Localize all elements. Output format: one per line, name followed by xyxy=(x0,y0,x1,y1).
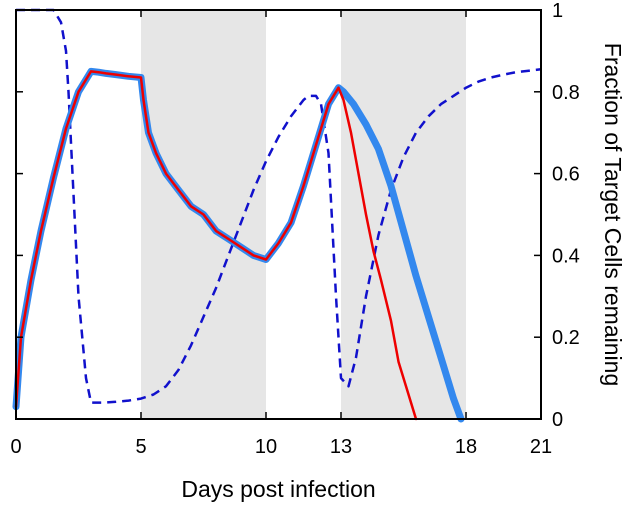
y-tick-label: 1 xyxy=(552,0,563,22)
x-tick-label: 5 xyxy=(135,436,146,458)
shaded-interval-1 xyxy=(341,10,466,419)
y-ticks: 0 0.2 0.4 0.6 0.8 1 xyxy=(16,0,580,431)
y-tick-label: 0.8 xyxy=(552,82,580,104)
shaded-intervals xyxy=(141,10,466,419)
y-tick-label: 0.4 xyxy=(552,245,580,267)
y-tick-label: 0.2 xyxy=(552,327,580,349)
y-tick-label: 0.6 xyxy=(552,164,580,186)
plot-frame xyxy=(15,9,542,420)
series-line-thin-solid xyxy=(14,70,418,421)
x-tick-label: 21 xyxy=(530,436,552,458)
series-layer xyxy=(12,8,542,423)
x-tick-label: 10 xyxy=(255,436,277,458)
y-tick-label: 0 xyxy=(552,409,563,431)
y-axis-label: Fraction of Target Cells remaining xyxy=(600,43,626,386)
x-axis-label: Days post infection xyxy=(181,476,375,502)
series-line-dashed xyxy=(16,8,542,404)
x-ticks: 0 5 10 13 18 21 xyxy=(10,10,552,458)
x-tick-label: 18 xyxy=(455,436,477,458)
x-tick-label: 13 xyxy=(330,436,352,458)
x-tick-label: 0 xyxy=(10,436,21,458)
